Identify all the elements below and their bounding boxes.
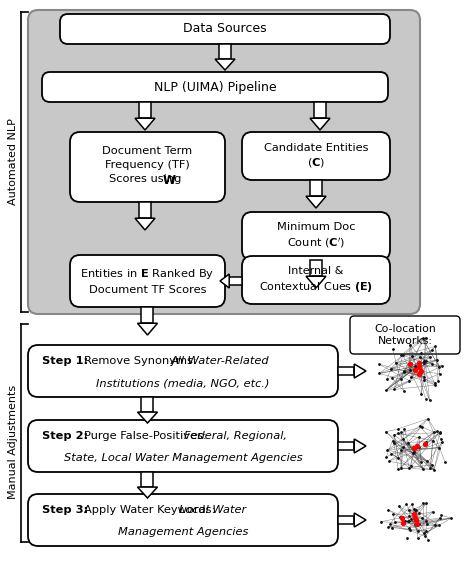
FancyBboxPatch shape — [28, 420, 338, 472]
Polygon shape — [354, 364, 366, 378]
Polygon shape — [310, 118, 330, 130]
Polygon shape — [137, 487, 157, 498]
Polygon shape — [215, 59, 235, 70]
Text: Step 3:: Step 3: — [42, 505, 88, 515]
Polygon shape — [338, 442, 354, 450]
Text: Apply Water Keywords:: Apply Water Keywords: — [84, 505, 219, 515]
Text: Entities in $\mathbf{E}$ Ranked By
Document TF Scores: Entities in $\mathbf{E}$ Ranked By Docum… — [81, 267, 215, 294]
Polygon shape — [137, 412, 157, 423]
Text: Automated NLP: Automated NLP — [8, 119, 18, 205]
Polygon shape — [310, 260, 322, 276]
Polygon shape — [338, 516, 354, 524]
Polygon shape — [314, 102, 326, 118]
FancyBboxPatch shape — [60, 14, 390, 44]
Text: All Water-Related: All Water-Related — [171, 356, 270, 366]
Polygon shape — [135, 118, 155, 130]
Text: NLP (UIMA) Pipeline: NLP (UIMA) Pipeline — [154, 80, 276, 94]
FancyBboxPatch shape — [242, 256, 390, 304]
Polygon shape — [306, 196, 326, 208]
Text: Internal &
Contextual Cues $\mathbf{(E)}$: Internal & Contextual Cues $\mathbf{(E)}… — [259, 266, 373, 294]
Text: Management Agencies: Management Agencies — [118, 527, 248, 537]
Text: Step 2:: Step 2: — [42, 431, 88, 441]
Polygon shape — [139, 202, 151, 218]
Text: Step 1:: Step 1: — [42, 356, 88, 366]
Polygon shape — [139, 102, 151, 118]
Polygon shape — [229, 277, 242, 285]
Text: Minimum Doc
Count $(\mathbf{C'})$: Minimum Doc Count $(\mathbf{C'})$ — [277, 222, 355, 250]
Polygon shape — [142, 397, 154, 412]
FancyBboxPatch shape — [42, 72, 388, 102]
Polygon shape — [310, 180, 322, 196]
Polygon shape — [142, 472, 154, 487]
Polygon shape — [142, 307, 154, 323]
FancyBboxPatch shape — [70, 255, 225, 307]
FancyBboxPatch shape — [242, 132, 390, 180]
Polygon shape — [338, 367, 354, 375]
Polygon shape — [137, 323, 157, 335]
Polygon shape — [220, 274, 229, 288]
Polygon shape — [135, 218, 155, 230]
FancyBboxPatch shape — [28, 494, 338, 546]
FancyBboxPatch shape — [350, 316, 460, 354]
FancyBboxPatch shape — [242, 212, 390, 260]
Text: Purge False-Positives:: Purge False-Positives: — [84, 431, 210, 441]
Text: Remove Synonyms:: Remove Synonyms: — [84, 356, 201, 366]
FancyBboxPatch shape — [28, 345, 338, 397]
Text: Institutions (media, NGO, etc.): Institutions (media, NGO, etc.) — [96, 378, 270, 388]
Text: Candidate Entities
$(\mathbf{C})$: Candidate Entities $(\mathbf{C})$ — [264, 143, 368, 169]
Text: Document Term
Frequency (TF)
Scores using: Document Term Frequency (TF) Scores usin… — [102, 147, 192, 183]
Text: Co-location
Networks:: Co-location Networks: — [374, 324, 436, 346]
FancyBboxPatch shape — [70, 132, 225, 202]
Polygon shape — [354, 513, 366, 527]
Text: State, Local Water Management Agencies: State, Local Water Management Agencies — [64, 453, 302, 463]
Polygon shape — [354, 439, 366, 453]
Text: Federal, Regional,: Federal, Regional, — [184, 431, 287, 441]
Text: Data Sources: Data Sources — [183, 23, 267, 36]
Text: $\mathbf{W}$: $\mathbf{W}$ — [162, 175, 177, 187]
Polygon shape — [219, 44, 231, 59]
Text: Local Water: Local Water — [179, 505, 246, 515]
Polygon shape — [306, 276, 326, 288]
Text: Manual Adjustments: Manual Adjustments — [8, 385, 18, 499]
FancyBboxPatch shape — [28, 10, 420, 314]
